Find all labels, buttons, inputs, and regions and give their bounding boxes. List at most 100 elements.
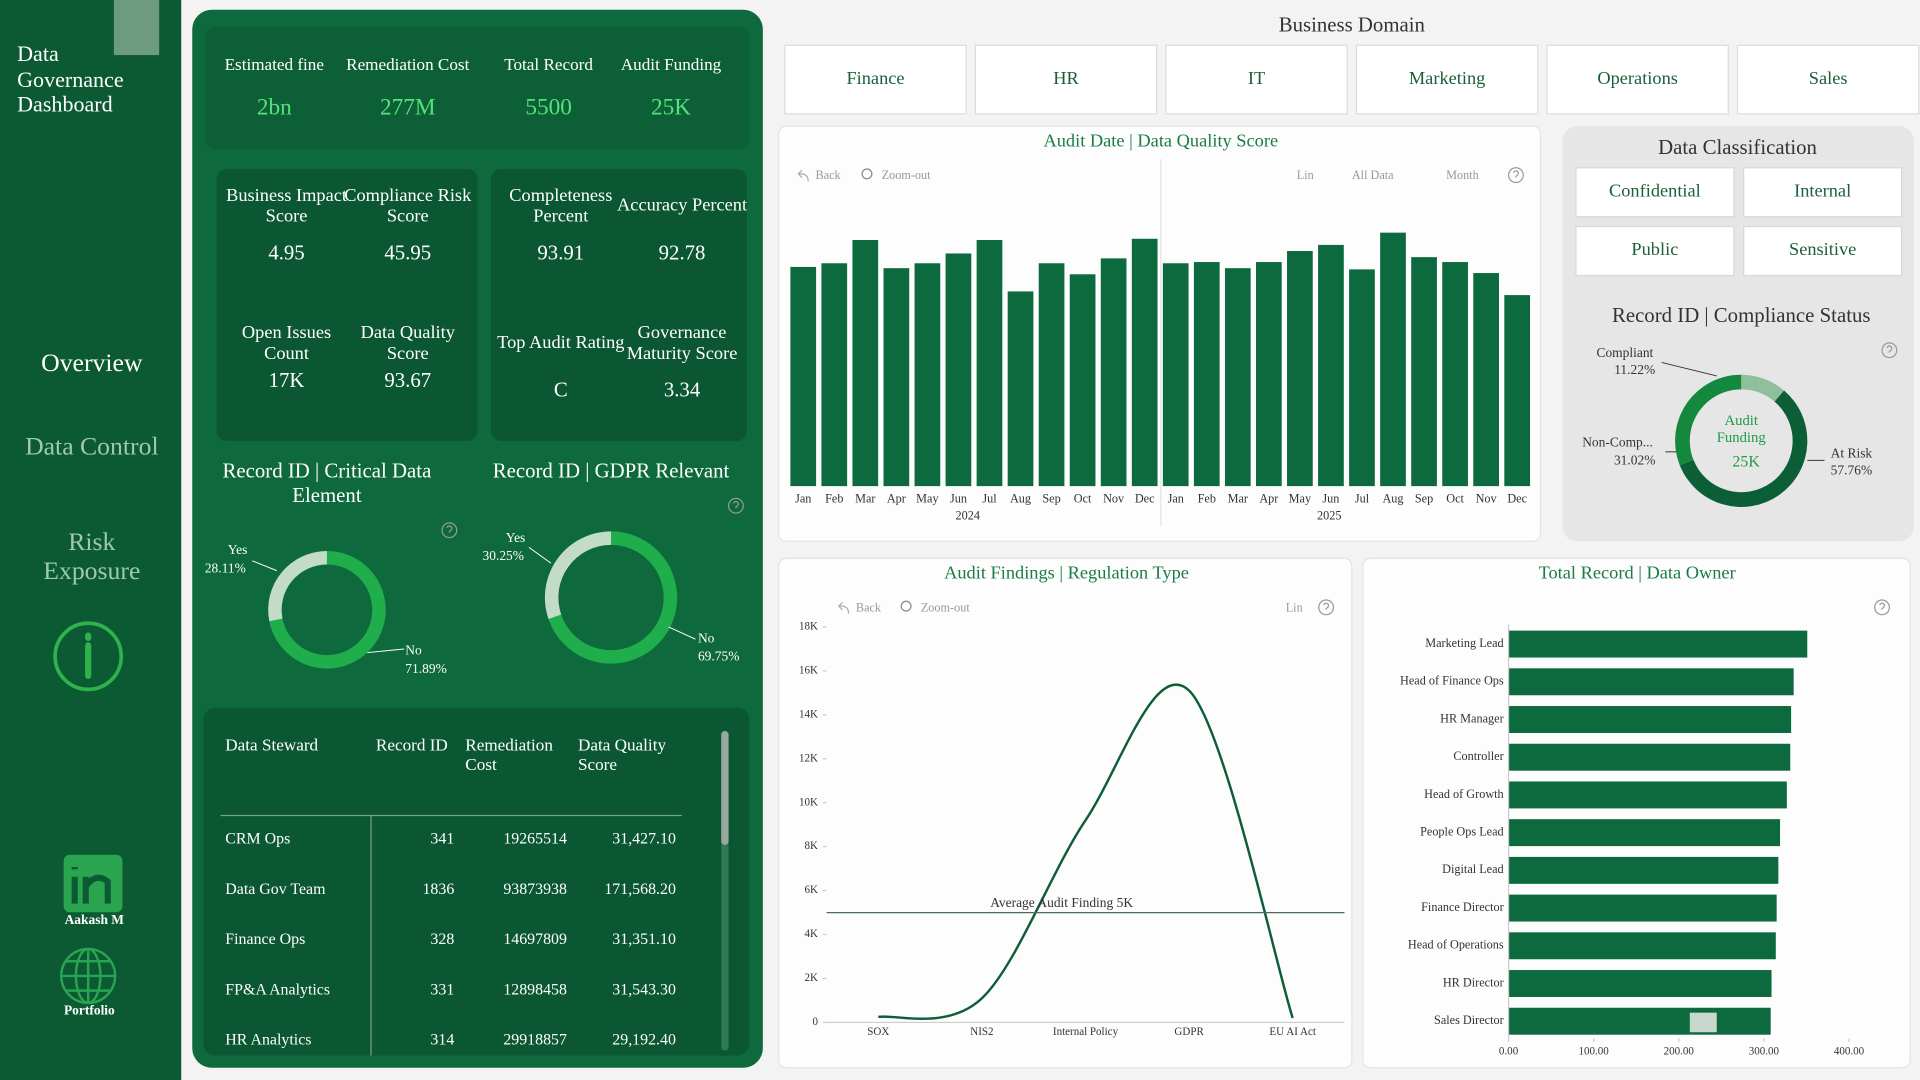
table-cell: 93873938	[503, 881, 567, 898]
bar	[852, 240, 879, 487]
bar	[1508, 932, 1776, 960]
table-cell: HR Analytics	[225, 1031, 311, 1048]
dropdown-icon[interactable]	[1689, 1012, 1717, 1033]
slicer-button[interactable]	[1546, 44, 1729, 115]
line-series	[878, 683, 1294, 1020]
zoom-icon	[861, 168, 873, 180]
slice-label: At Risk	[1831, 445, 1873, 460]
card-value: C	[554, 378, 568, 402]
donut-slice	[1741, 374, 1785, 402]
x-tick-label: 0.00	[1499, 1045, 1519, 1057]
y-tick-label: 2K	[804, 972, 818, 984]
bar	[1411, 257, 1437, 487]
card-label-box: Compliance Risk Score	[344, 186, 471, 227]
x-tick-label: GDPR	[1174, 1026, 1204, 1038]
y-tick-label: 18K	[799, 620, 818, 632]
nav-item-box: Data Control	[25, 430, 159, 461]
bar	[1380, 232, 1406, 487]
slicer-item: HR	[1053, 68, 1079, 88]
nav-item: Data Control	[25, 430, 159, 461]
y-tick-label: 12K	[799, 752, 818, 764]
x-tick-label: Jun	[950, 491, 967, 505]
slicer-button[interactable]	[1355, 44, 1539, 115]
help-icon	[1318, 599, 1335, 616]
kpi-label: Remediation Cost	[346, 55, 469, 74]
card-label-box: Governance Maturity Score	[627, 323, 738, 364]
table-cell: 19265514	[503, 831, 567, 848]
help-icon	[727, 497, 744, 514]
x-tick-label: Apr	[1259, 491, 1278, 505]
y-tick-label: People Ops Lead	[1420, 824, 1504, 838]
kpi-label: Total Record	[504, 55, 593, 74]
slicer-button[interactable]	[1575, 225, 1735, 277]
kpi-value: 5500	[525, 94, 572, 120]
slice-label: Compliant	[1596, 345, 1653, 360]
slicer-item: Operations	[1597, 68, 1678, 88]
slicer-button[interactable]	[1575, 167, 1735, 218]
toolbar-item: Lin	[1286, 600, 1303, 614]
card-label: Data Quality Score	[360, 322, 455, 364]
kpi-label: Audit Funding	[621, 55, 722, 74]
card-value: 4.95	[268, 240, 304, 264]
bar	[1508, 630, 1808, 658]
y-tick-label: 14K	[799, 708, 818, 720]
donut-slice	[544, 531, 612, 619]
table-box	[203, 707, 750, 1056]
leader-line	[668, 626, 696, 640]
slicer-item: Confidential	[1609, 180, 1701, 200]
slicer-item: IT	[1248, 68, 1265, 88]
bar	[1508, 743, 1791, 771]
x-tick-label: Aug	[1010, 491, 1031, 505]
slicer-button[interactable]	[1165, 44, 1348, 115]
x-tick-label: 400.00	[1834, 1045, 1865, 1057]
x-tick-label: Jun	[1322, 491, 1339, 505]
x-tick-label: Jan	[1168, 491, 1184, 505]
y-tick-label: 8K	[804, 840, 818, 852]
card-value: 3.34	[664, 378, 701, 402]
globe-icon[interactable]	[60, 947, 117, 1005]
table-cell: FP&A Analytics	[225, 981, 330, 998]
slicer-button[interactable]	[974, 44, 1158, 115]
bar	[1224, 268, 1251, 487]
table-header-box: Remediation Cost	[465, 737, 553, 775]
bar	[790, 266, 817, 487]
help-glyph	[732, 500, 739, 509]
y-tick-label: Sales Director	[1434, 1013, 1504, 1027]
slicer-button[interactable]	[784, 44, 967, 115]
link-label: Portfolio	[64, 1003, 115, 1018]
slice-value: 71.89%	[405, 661, 446, 676]
slicer-button[interactable]	[1736, 44, 1920, 115]
y-tick-label: 10K	[799, 796, 818, 808]
card-value: 92.78	[659, 240, 706, 264]
bar	[1442, 262, 1468, 487]
table-cell: 31,427.10	[612, 831, 676, 848]
toolbar-item: All Data	[1352, 168, 1394, 182]
info-icon[interactable]	[53, 621, 124, 692]
table-cell: 331	[430, 981, 454, 998]
table-cell: 328	[430, 931, 454, 948]
x-tick-label: Nov	[1476, 491, 1498, 505]
card-box	[491, 168, 747, 441]
chart-title: Audit Findings | Regulation Type	[944, 563, 1189, 583]
back-icon	[797, 169, 809, 182]
bar	[1504, 295, 1531, 487]
toolbar-item: Back	[816, 168, 842, 182]
leader-line	[1661, 361, 1717, 377]
bar	[1038, 263, 1065, 487]
x-tick-label: Mar	[855, 491, 875, 505]
slicer-button[interactable]	[1743, 225, 1903, 277]
slicer-button[interactable]	[1743, 167, 1903, 218]
bar	[945, 253, 972, 487]
x-tick-label: Apr	[887, 491, 906, 505]
center-label-box: Audit Funding	[1717, 412, 1766, 446]
x-tick-label: Jul	[1355, 491, 1370, 505]
table-header-box: Record ID	[376, 737, 448, 755]
bar	[1508, 894, 1777, 922]
linkedin-glyph	[71, 866, 111, 904]
table-header: Data Quality Score	[577, 737, 667, 776]
help-icon	[1874, 599, 1890, 616]
help-glyph	[1323, 602, 1330, 610]
zoom-icon	[900, 600, 912, 612]
card-label: Completeness Percent	[509, 185, 613, 227]
